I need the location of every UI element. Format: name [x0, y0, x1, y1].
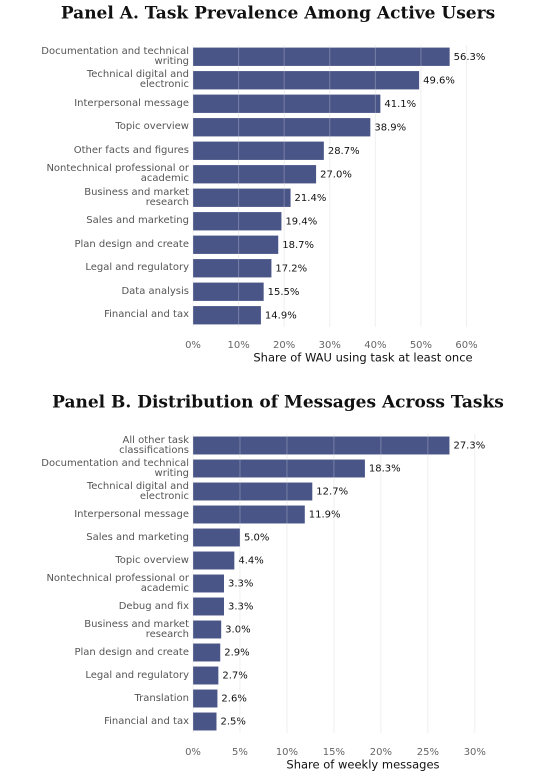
bar [193, 574, 224, 593]
chart-title: Panel A. Task Prevalence Among Active Us… [61, 4, 495, 24]
bar [193, 597, 224, 616]
x-tick-label: 30% [319, 340, 341, 351]
bar [193, 689, 218, 708]
y-tick-label: Documentation and technical writing [41, 457, 189, 479]
value-label: 3.3% [228, 579, 253, 590]
y-tick-label: Documentation and technical writing [41, 45, 189, 67]
x-axis-label: Share of weekly messages [286, 758, 439, 772]
x-tick-label: 0% [185, 340, 201, 351]
y-tick-label: Other facts and figures [73, 144, 189, 156]
bar [193, 212, 282, 231]
bar [193, 165, 317, 184]
y-tick-label: Nontechnical professional or academic [46, 163, 189, 185]
value-label: 38.9% [374, 122, 406, 133]
y-tick-label: Sales and marketing [86, 531, 189, 543]
x-tick-label: 25% [417, 747, 439, 758]
x-tick-label: 50% [410, 340, 432, 351]
bar [193, 620, 222, 639]
y-tick-label: All other task classifications [119, 434, 189, 456]
y-tick-label: Legal and regulatory [85, 669, 189, 681]
value-label: 56.3% [454, 52, 486, 63]
bar [193, 282, 264, 301]
bar [193, 551, 235, 570]
value-label: 28.7% [328, 146, 360, 157]
bar [193, 118, 371, 137]
x-tick-label: 15% [323, 747, 345, 758]
value-label: 2.6% [221, 694, 246, 705]
bar [193, 482, 313, 501]
bar [193, 141, 324, 160]
value-label: 21.4% [295, 193, 327, 204]
x-tick-label: 30% [464, 747, 486, 758]
x-tick-label: 10% [227, 340, 249, 351]
value-label: 5.0% [244, 533, 269, 544]
y-tick-label: Plan design and create [74, 646, 189, 658]
value-label: 18.7% [282, 240, 314, 251]
value-label: 12.7% [316, 487, 348, 498]
x-tick-label: 40% [364, 340, 386, 351]
bar [193, 643, 221, 662]
y-tick-label: Interpersonal message [74, 97, 189, 109]
y-tick-label: Plan design and create [74, 238, 189, 250]
y-tick-label: Financial and tax [104, 309, 189, 321]
y-tick-label: Data analysis [121, 285, 189, 297]
bar [193, 306, 261, 325]
chart-title: Panel B. Distribution of Messages Across… [52, 393, 504, 413]
y-tick-label: Sales and marketing [86, 215, 189, 227]
y-tick-label: Legal and regulatory [85, 262, 189, 274]
value-label: 49.6% [423, 75, 455, 86]
bar [193, 505, 305, 524]
value-label: 3.0% [225, 625, 250, 636]
bar [193, 436, 450, 455]
x-axis-label: Share of WAU using task at least once [253, 351, 472, 365]
bar [193, 259, 272, 278]
x-tick-label: 10% [276, 747, 298, 758]
value-label: 18.3% [369, 464, 401, 475]
value-label: 2.7% [222, 671, 247, 682]
y-tick-label: Debug and fix [118, 600, 189, 612]
value-label: 19.4% [285, 216, 317, 227]
value-label: 2.5% [220, 717, 245, 728]
bar [193, 71, 420, 90]
bar [193, 235, 279, 254]
value-label: 15.5% [268, 287, 300, 298]
x-tick-label: 5% [232, 747, 248, 758]
y-tick-label: Topic overview [115, 121, 189, 133]
bar [193, 459, 365, 478]
y-tick-label: Business and market research [84, 186, 189, 208]
value-label: 14.9% [265, 310, 297, 321]
value-label: 2.9% [224, 648, 249, 659]
bar [193, 188, 291, 207]
y-tick-label: Topic overview [115, 554, 189, 566]
y-tick-label: Interpersonal message [74, 508, 189, 520]
bar [193, 47, 450, 66]
y-tick-label: Nontechnical professional or academic [46, 572, 189, 594]
y-tick-label: Technical digital and electronic [86, 69, 189, 91]
value-label: 27.0% [320, 169, 352, 180]
x-tick-label: 0% [185, 747, 201, 758]
value-label: 11.9% [309, 510, 341, 521]
x-tick-label: 60% [455, 340, 477, 351]
value-label: 27.3% [453, 441, 485, 452]
x-tick-label: 20% [370, 747, 392, 758]
bar [193, 666, 219, 685]
bar [193, 712, 217, 731]
y-tick-label: Business and market research [84, 618, 189, 640]
y-tick-label: Financial and tax [104, 715, 189, 727]
y-tick-label: Translation [134, 692, 190, 704]
y-tick-label: Technical digital and electronic [86, 480, 189, 502]
value-label: 4.4% [238, 556, 263, 567]
bar [193, 94, 381, 113]
value-label: 41.1% [384, 99, 416, 110]
value-label: 17.2% [275, 263, 307, 274]
bar [193, 528, 240, 547]
x-tick-label: 20% [273, 340, 295, 351]
value-label: 3.3% [228, 602, 253, 613]
